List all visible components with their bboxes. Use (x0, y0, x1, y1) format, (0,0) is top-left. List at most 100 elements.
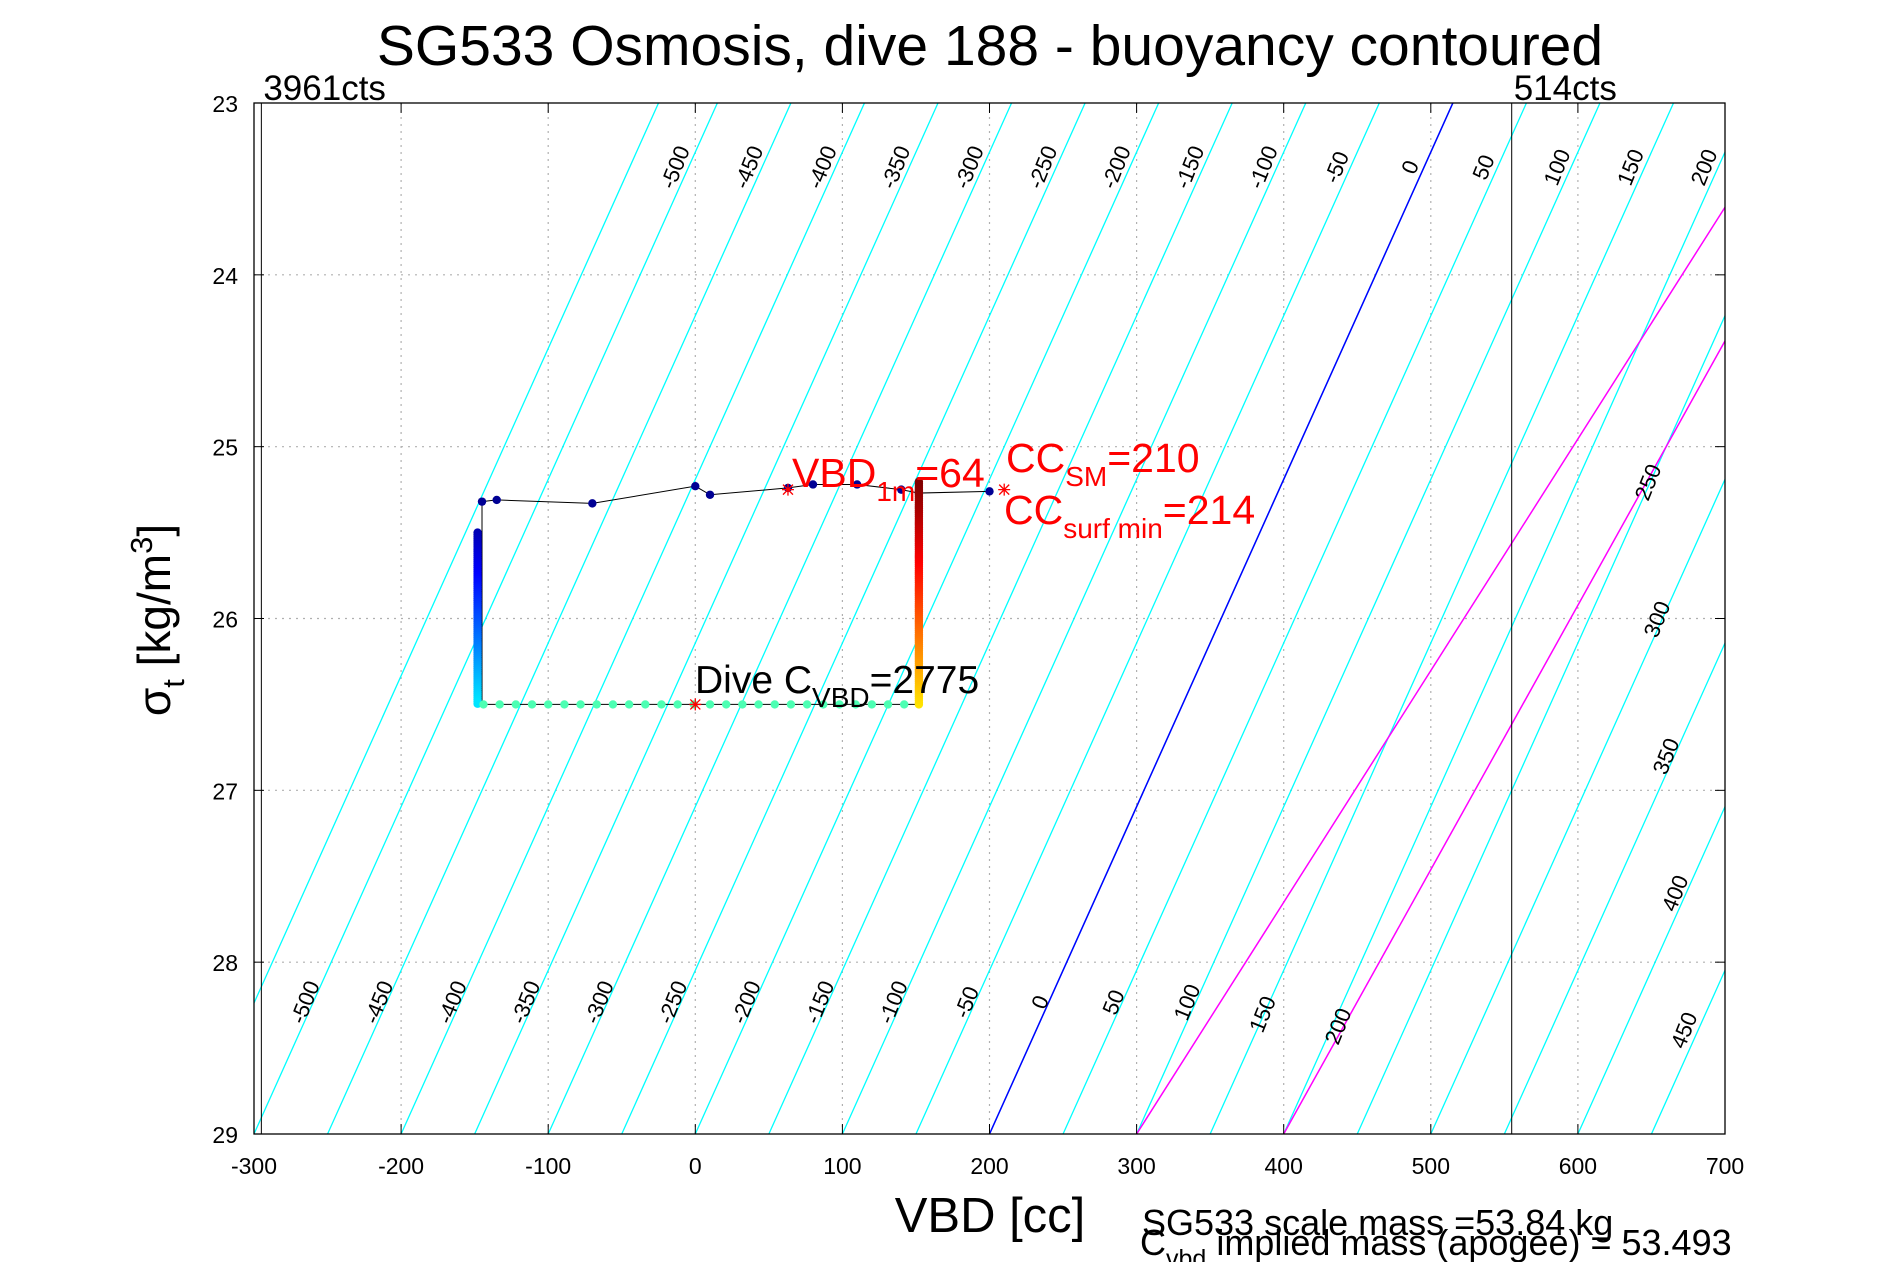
dive-track-point (673, 700, 682, 709)
annotation-vbd-1m: VBD1m=64 (792, 450, 985, 507)
footer-scale-mass: SG533 scale mass =53.84 kg (1142, 1202, 1613, 1243)
x-tick-label: 500 (1412, 1153, 1450, 1179)
buoyancy-contour-line (547, 103, 1013, 1134)
x-tick-label: -100 (525, 1153, 571, 1179)
annotation-cc-sm-value: =210 (1107, 435, 1199, 481)
y-tick-label: 25 (212, 435, 238, 461)
dive-track-point (867, 700, 877, 709)
x-tick-label: 600 (1559, 1153, 1597, 1179)
positive-buoyancy-line (1283, 339, 1725, 1134)
buoyancy-contour-line (1724, 1132, 1725, 1134)
marker-vbd-1m (781, 483, 794, 496)
annotation-cc-sm-main: CC (1006, 435, 1065, 481)
annotation-dive-cvbd: Dive CVBD=2775 (695, 659, 979, 713)
buoyancy-contour-line (1283, 150, 1725, 1134)
y-tick-label: 26 (212, 607, 238, 633)
buoyancy-contours (254, 103, 1725, 1134)
y-tick-label: 27 (212, 778, 238, 804)
dive-track-point (899, 700, 909, 709)
footer-implied-mass-sub: vbd (1166, 1245, 1206, 1262)
buoyancy-contour-line (1209, 103, 1675, 1134)
dive-track-point (754, 700, 763, 709)
y-axis-label-sub: t (156, 679, 191, 688)
footer-implied-mass-main: C (1140, 1222, 1166, 1262)
dive-track-point (527, 700, 537, 709)
buoyancy-contour-line (1577, 805, 1725, 1134)
dive-track-point (835, 700, 844, 709)
dive-track-point (897, 485, 906, 494)
dive-track-point (624, 700, 634, 709)
dive-track-point (588, 499, 597, 508)
y-axis-label-close: ] (128, 524, 180, 537)
buoyancy-contour-line (1136, 103, 1601, 1134)
buoyancy-contour-line (694, 103, 1160, 1134)
buoyancy-contour-line (1503, 641, 1725, 1134)
annotation-cc-surf-min-value: =214 (1163, 487, 1255, 533)
dive-track-point (691, 481, 700, 491)
annotation-dive-cvbd-sub: VBD (812, 682, 870, 713)
x-tick-label: 300 (1117, 1153, 1155, 1179)
buoyancy-contour-line (400, 103, 866, 1134)
x-tick-label: 0 (689, 1153, 702, 1179)
annotation-cc-surf-min-sub: surf min (1063, 513, 1163, 544)
x-tick-label: -200 (378, 1153, 424, 1179)
buoyancy-contour-line (254, 103, 660, 1005)
buoyancy-contour-line (841, 103, 1307, 1134)
x-tick-label: 100 (823, 1153, 861, 1179)
annotation-cc-surf-min-main: CC (1004, 487, 1063, 533)
annotation-dive-cvbd-main: Dive C (695, 659, 812, 702)
dive-track-point (608, 700, 618, 709)
footer-implied-mass: Cvbd implied mass (apogee) = 53.493 (1140, 1222, 1732, 1262)
annotation-cc-surf-min: CCsurf min=214 (1004, 487, 1255, 544)
dive-track-point (592, 700, 601, 709)
footer-implied-mass-text: implied mass (apogee) = 53.493 (1206, 1222, 1731, 1262)
dive-track-point (479, 700, 488, 709)
dive-track-point (495, 700, 504, 709)
dive-track-point (705, 700, 715, 709)
dive-track-point (492, 495, 501, 505)
annotation-cc-sm-sub: SM (1065, 461, 1107, 492)
dive-track-point (705, 490, 715, 499)
neutral-buoyancy-line (988, 103, 1454, 1134)
positive-buoyancy-line (1135, 205, 1725, 1134)
y-axis-label-main: σ (128, 688, 180, 716)
dive-track-point (851, 700, 860, 709)
annotation-dive-cvbd-value: =2775 (870, 659, 980, 702)
dive-track-point (544, 700, 553, 709)
grid-lines (254, 103, 1725, 1134)
x-tick-label: -300 (231, 1153, 277, 1179)
buoyancy-contour-line (1062, 103, 1528, 1134)
x-tick-label: 400 (1265, 1153, 1303, 1179)
y-tick-label: 24 (212, 263, 238, 289)
chart-title: SG533 Osmosis, dive 188 - buoyancy conto… (377, 14, 1603, 78)
y-tick-label: 29 (212, 1122, 238, 1148)
annotation-vbd-1m-value: =64 (915, 450, 985, 496)
marker-cc-sm (998, 483, 1011, 496)
limit-label-min: 3961cts (263, 69, 386, 108)
y-axis-label-unit: [kg/m (128, 554, 180, 679)
y-axis-label: σt [kg/m3] (124, 524, 191, 716)
buoyancy-contour-line (621, 103, 1086, 1134)
dive-track-point (576, 700, 585, 709)
dive-track-point (560, 700, 569, 709)
dive-track-point (914, 477, 924, 486)
x-axis-label: VBD [cc] (895, 1189, 1086, 1243)
dive-track (473, 477, 1011, 711)
dive-track-point (985, 487, 994, 496)
dive-track-point (738, 700, 747, 709)
y-axis-label-exponent: 3 (124, 537, 159, 554)
dive-track-point (883, 700, 893, 709)
buoyancy-contour-line (1430, 477, 1725, 1134)
dive-track-point (477, 497, 487, 506)
dive-track-point (657, 700, 666, 709)
dive-track-point (808, 480, 818, 489)
dive-track-point (802, 700, 812, 709)
buoyancy-contour-line (768, 103, 1233, 1134)
x-tick-label: 700 (1706, 1153, 1744, 1179)
marker-dive-cvbd (689, 698, 702, 711)
buoyancy-contour-line (915, 103, 1380, 1134)
buoyancy-contour-line (254, 103, 718, 1134)
annotation-cc-sm: CCSM=210 (1006, 435, 1200, 492)
dive-track-point (511, 700, 521, 709)
